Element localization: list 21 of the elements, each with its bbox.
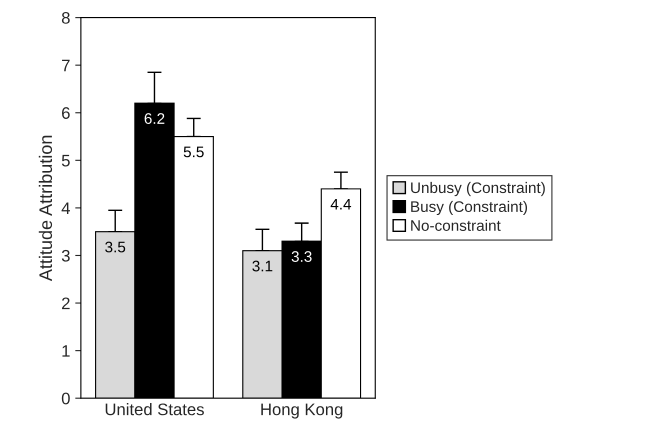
y-tick-label: 2	[62, 297, 70, 310]
data-label: 6.2	[144, 113, 164, 124]
y-tick-label: 1	[62, 345, 70, 357]
x-tick-label: Hong Kong	[261, 404, 342, 419]
data-label: 5.5	[184, 146, 204, 158]
y-tick-label: 5	[62, 154, 70, 167]
y-tick-label: 0	[62, 392, 70, 404]
legend-label: No-constraint	[411, 220, 501, 231]
y-tick-label: 3	[62, 250, 70, 262]
x-tick-label: United States	[106, 403, 204, 416]
y-tick-label: 8	[62, 12, 70, 24]
legend-label: Unbusy (Constraint)	[411, 182, 545, 196]
data-label: 3.3	[292, 251, 312, 262]
data-label: 3.1	[252, 260, 272, 272]
y-axis-title: Attitude Attribution	[38, 136, 52, 282]
y-tick-label: 6	[62, 107, 70, 119]
y-tick-label: 7	[62, 60, 70, 72]
y-tick-label: 4	[62, 202, 70, 214]
data-label: 4.4	[330, 198, 352, 210]
data-label: 3.5	[105, 242, 126, 252]
legend-label: Busy (Constraint)	[411, 200, 528, 216]
